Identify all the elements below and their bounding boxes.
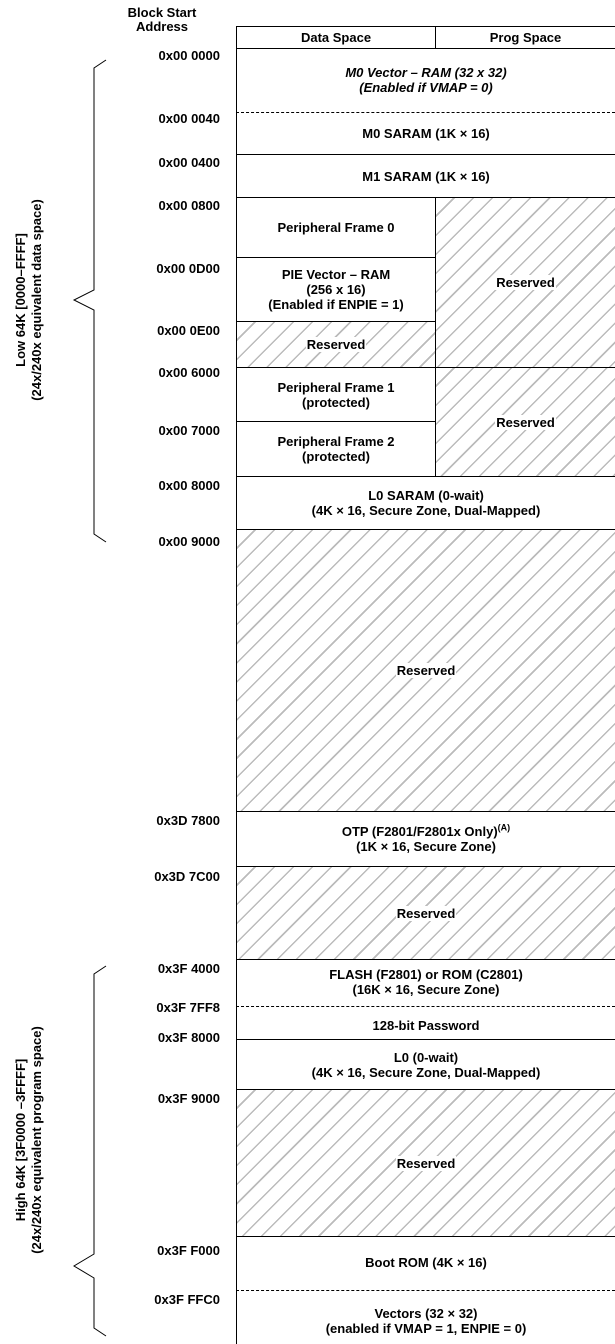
block-divider bbox=[236, 811, 615, 812]
range-braces bbox=[72, 59, 107, 1337]
peripheral-frame-1-block: Peripheral Frame 1 (protected) bbox=[277, 379, 395, 410]
m0-saram-block: M0 SARAM (1K × 16) bbox=[362, 126, 490, 141]
block-divider bbox=[236, 197, 615, 198]
column-divider bbox=[435, 197, 436, 476]
flash-block: FLASH (F2801) or ROM (C2801) (16K × 16, … bbox=[329, 967, 523, 997]
low-range-brace bbox=[72, 59, 107, 543]
address-label: 0x00 0040 bbox=[158, 111, 220, 126]
block-divider bbox=[236, 421, 435, 422]
address-label: 0x3F 9000 bbox=[157, 1091, 220, 1106]
high-range-brace bbox=[73, 965, 107, 1337]
header-bottom-border bbox=[236, 48, 615, 49]
block-divider bbox=[236, 529, 615, 530]
block-divider bbox=[236, 154, 615, 155]
reserved-block: Reserved bbox=[237, 322, 435, 367]
data-space-header: Data Space bbox=[300, 30, 372, 45]
address-label: 0x00 7000 bbox=[158, 423, 220, 438]
header-divider bbox=[435, 26, 436, 48]
address-label: 0x3D 7C00 bbox=[154, 869, 220, 884]
vectors-block: Vectors (32 × 32) (enabled if VMAP = 1, … bbox=[325, 1306, 527, 1336]
address-label: 0x3F 4000 bbox=[157, 961, 220, 976]
address-label: 0x3D 7800 bbox=[156, 813, 220, 828]
dashed-divider bbox=[236, 112, 615, 113]
dashed-divider bbox=[236, 1006, 615, 1007]
block-start-address-header: Block Start Address bbox=[127, 5, 197, 34]
reserved-block: Reserved bbox=[436, 368, 615, 476]
peripheral-frame-0-block: Peripheral Frame 0 bbox=[277, 220, 395, 235]
low-64k-label: Low 64K [0000–FFFF] (24x/240x equivalent… bbox=[13, 199, 44, 401]
address-label: 0x00 0000 bbox=[158, 48, 220, 63]
header-top-border bbox=[236, 26, 615, 27]
m1-saram-block: M1 SARAM (1K × 16) bbox=[362, 168, 490, 184]
password-block: 128-bit Password bbox=[372, 1017, 480, 1033]
memory-map-left-border bbox=[236, 26, 237, 1344]
address-label: 0x00 6000 bbox=[158, 365, 220, 380]
m0-vector-ram-block: M0 Vector – RAM (32 x 32) (Enabled if VM… bbox=[345, 65, 507, 95]
reserved-block: Reserved bbox=[436, 198, 615, 367]
address-label: 0x00 0D00 bbox=[156, 261, 220, 276]
address-label: 0x3F 7FF8 bbox=[156, 1000, 220, 1015]
otp-footnote: (A) bbox=[497, 822, 511, 833]
boot-rom-block: Boot ROM (4K × 16) bbox=[365, 1254, 487, 1270]
address-label: 0x00 0400 bbox=[158, 155, 220, 170]
block-divider bbox=[236, 1039, 615, 1040]
otp-block: OTP (F2801/F2801x Only)(A) (1K × 16, Sec… bbox=[341, 822, 511, 854]
reserved-block: Reserved bbox=[237, 1090, 615, 1236]
block-divider bbox=[236, 959, 615, 960]
dashed-divider bbox=[236, 1290, 615, 1291]
block-divider bbox=[236, 257, 435, 258]
block-divider bbox=[236, 866, 615, 867]
l0-block: L0 (0-wait) (4K × 16, Secure Zone, Dual-… bbox=[311, 1049, 541, 1080]
address-label: 0x3F FFC0 bbox=[154, 1292, 220, 1307]
address-label: 0x3F F000 bbox=[157, 1243, 220, 1258]
peripheral-frame-2-block: Peripheral Frame 2 (protected) bbox=[277, 434, 395, 464]
block-divider bbox=[236, 321, 435, 322]
block-divider bbox=[236, 1236, 615, 1237]
address-label: 0x3F 8000 bbox=[157, 1030, 220, 1045]
block-divider bbox=[236, 476, 615, 477]
reserved-block: Reserved bbox=[237, 867, 615, 959]
address-label: 0x00 0E00 bbox=[157, 323, 220, 338]
address-label: 0x00 9000 bbox=[158, 534, 220, 549]
address-label: 0x00 8000 bbox=[158, 478, 220, 493]
l0-saram-block: L0 SARAM (0-wait) (4K × 16, Secure Zone,… bbox=[311, 488, 541, 518]
block-divider bbox=[236, 1089, 615, 1090]
high-64k-label: High 64K [3F0000 –3FFFF] (24x/240x equiv… bbox=[13, 1026, 44, 1254]
pie-vector-ram-block: PIE Vector – RAM (256 x 16) (Enabled if … bbox=[268, 267, 404, 312]
block-divider bbox=[236, 367, 615, 368]
prog-space-header: Prog Space bbox=[489, 30, 562, 45]
address-label: 0x00 0800 bbox=[158, 198, 220, 213]
reserved-block: Reserved bbox=[237, 530, 615, 811]
